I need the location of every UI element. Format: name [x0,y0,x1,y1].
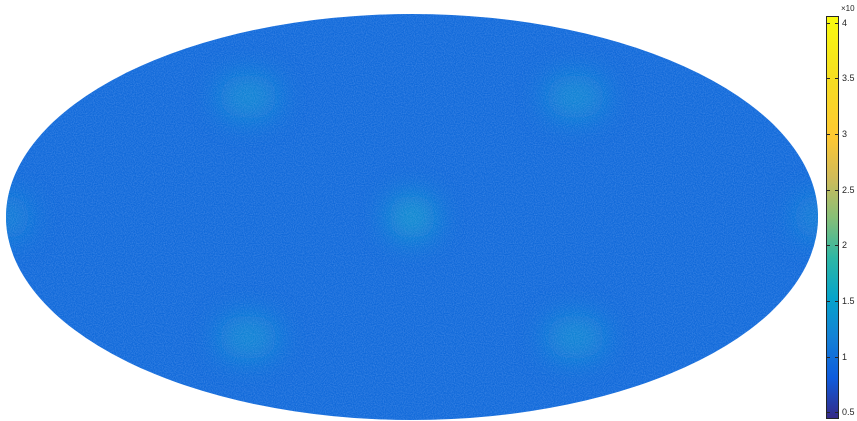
colorbar-tick-mark [827,301,830,302]
colorbar-tick-mark [827,78,830,79]
colorbar-tick-label: 1 [842,352,848,362]
colorbar-tick-mark [835,301,838,302]
map-body [6,14,818,420]
colorbar-tick-mark [835,78,838,79]
colorbar-tick-label: 1.5 [842,296,855,306]
colorbar-tick-mark [835,245,838,246]
colorbar-tick-label: 2 [842,240,848,250]
map-noise [6,14,818,420]
colorbar-tick-mark [835,190,838,191]
colorbar-tick-mark [827,23,830,24]
colorbar-tick-mark [835,134,838,135]
colorbar-tick-mark [827,357,830,358]
colorbar-tick-mark [827,245,830,246]
colorbar-tick-mark [827,412,830,413]
colorbar [826,16,839,419]
colorbar-tick-label: 3 [842,129,848,139]
colorbar-gradient [827,17,838,418]
colorbar-tick-label: 2.5 [842,185,855,195]
colorbar-tick-mark [827,134,830,135]
colorbar-tick-mark [835,357,838,358]
colorbar-exponent-label: ×10 [841,4,855,13]
colorbar-tick-mark [827,190,830,191]
colorbar-tick-label: 0.5 [842,407,855,417]
colorbar-tick-mark [835,412,838,413]
colorbar-tick-mark [835,23,838,24]
colorbar-tick-label: 3.5 [842,73,855,83]
colorbar-tick-label: 4 [842,18,848,28]
